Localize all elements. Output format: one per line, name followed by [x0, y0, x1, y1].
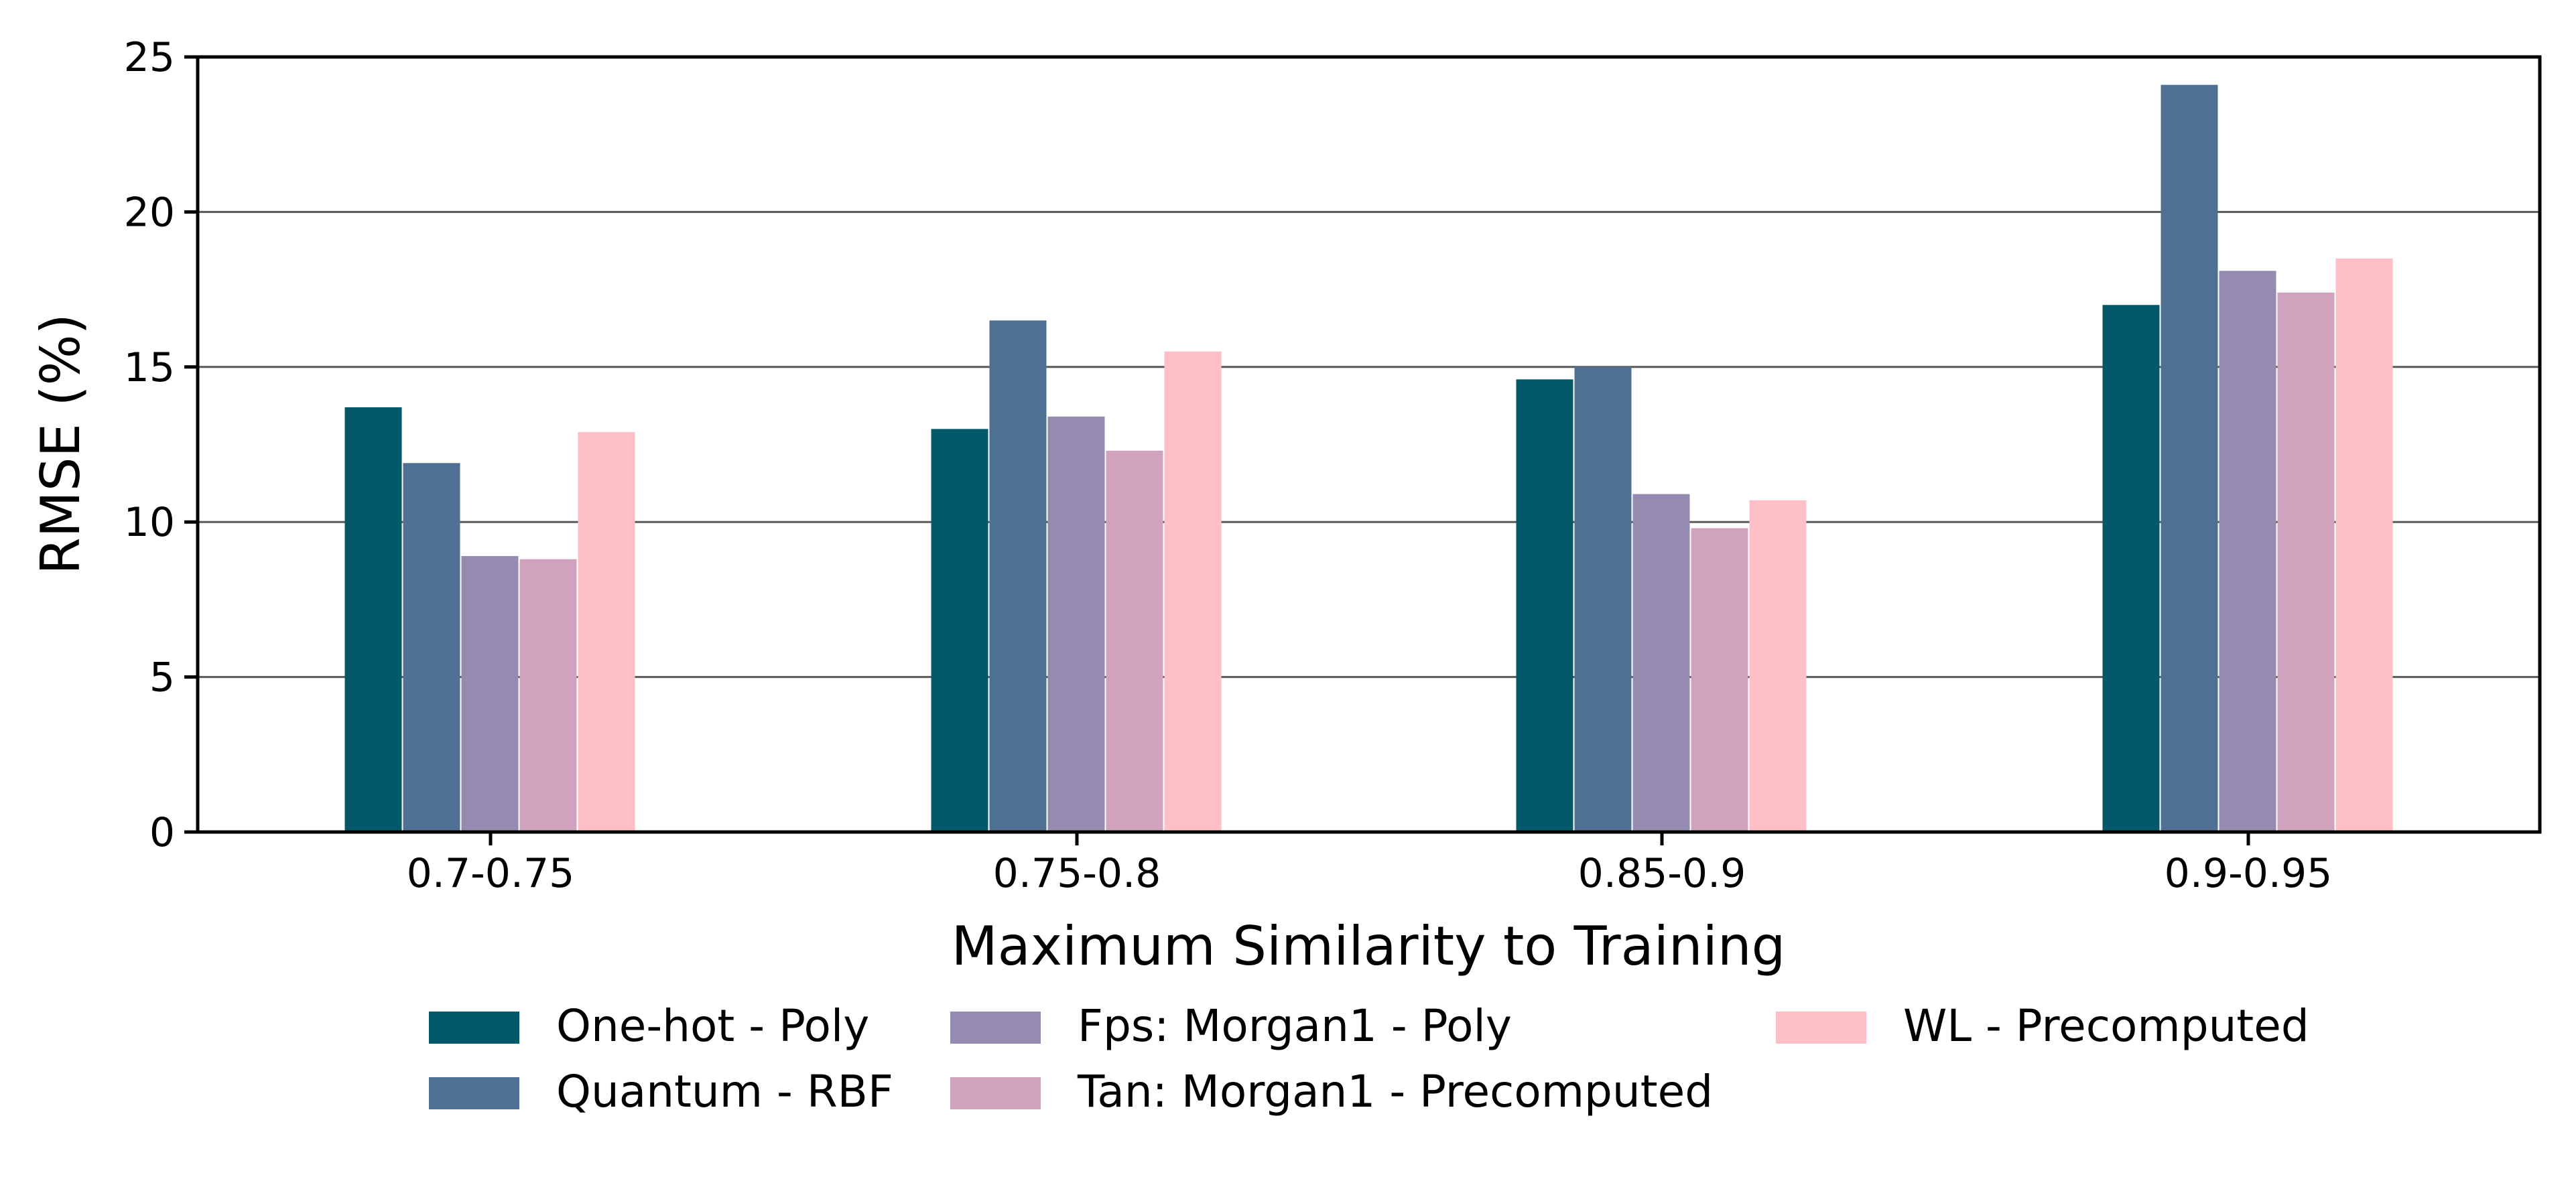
legend-swatch-2 — [950, 1012, 1041, 1044]
y-tick-label-0: 0 — [149, 809, 175, 856]
bars — [345, 85, 2393, 832]
legend-label-4: WL - Precomputed — [1903, 1000, 2309, 1052]
bar-1-4 — [1165, 352, 1222, 832]
x-axis-ticks: 0.7-0.75 0.75-0.8 0.85-0.9 0.9-0.95 — [407, 832, 2333, 897]
bar-3-4 — [2336, 259, 2393, 832]
legend-label-1: Quantum - RBF — [556, 1066, 893, 1117]
bar-0-1 — [403, 463, 460, 832]
bar-0-2 — [462, 556, 519, 832]
bar-2-4 — [1750, 500, 1807, 832]
x-tick-label-2: 0.85-0.9 — [1578, 850, 1746, 897]
x-tick-label-1: 0.75-0.8 — [993, 850, 1161, 897]
y-tick-label-3: 15 — [124, 344, 175, 391]
bar-3-1 — [2161, 85, 2218, 832]
bar-2-1 — [1575, 367, 1632, 832]
bar-1-1 — [990, 320, 1047, 832]
legend-label-0: One-hot - Poly — [556, 1000, 869, 1052]
bar-2-2 — [1633, 494, 1690, 832]
y-axis-ticks: 0 5 10 15 20 25 — [124, 34, 198, 856]
x-tick-label-3: 0.9-0.95 — [2165, 850, 2333, 897]
bar-0-0 — [345, 407, 402, 832]
legend-swatch-3 — [950, 1077, 1041, 1109]
legend-swatch-0 — [429, 1012, 519, 1044]
legend-swatch-1 — [429, 1077, 519, 1109]
y-axis-title: RMSE (%) — [29, 314, 92, 575]
bar-1-0 — [931, 429, 988, 832]
legend: One-hot - Poly Quantum - RBF Fps: Morgan1 … — [429, 1000, 2309, 1117]
x-tick-label-0: 0.7-0.75 — [407, 850, 575, 897]
legend-label-2: Fps: Morgan1 - Poly — [1078, 1000, 1512, 1052]
bar-0-4 — [578, 432, 635, 832]
bar-2-3 — [1691, 528, 1748, 832]
x-axis-title: Maximum Similarity to Training — [952, 915, 1786, 977]
y-tick-label-4: 20 — [124, 189, 175, 236]
y-tick-label-1: 5 — [149, 654, 175, 701]
bar-3-2 — [2219, 271, 2276, 832]
y-tick-label-5: 25 — [124, 34, 175, 81]
legend-label-3: Tan: Morgan1 - Precomputed — [1077, 1066, 1713, 1117]
bar-2-0 — [1517, 379, 1573, 832]
bar-0-3 — [520, 559, 577, 832]
y-tick-label-2: 10 — [124, 499, 175, 546]
bar-1-2 — [1048, 417, 1105, 832]
bar-3-3 — [2278, 293, 2335, 832]
bar-1-3 — [1106, 451, 1163, 832]
bar-3-0 — [2103, 305, 2160, 832]
legend-swatch-4 — [1776, 1012, 1866, 1044]
